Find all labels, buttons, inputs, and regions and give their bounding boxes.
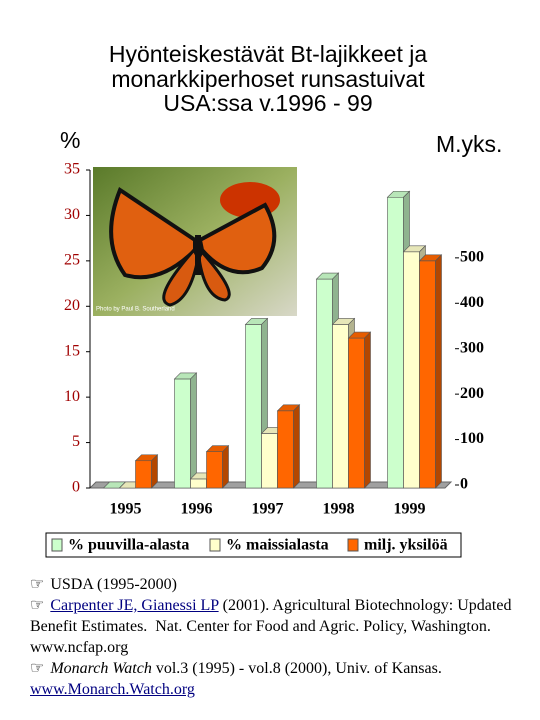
reference-text: USDA (1995-2000) <box>50 576 178 593</box>
bullet: ☞ <box>30 660 45 677</box>
y-tick-label: 20 <box>64 297 80 314</box>
reference-text: vol.3 (1995) - vol.8 (2000), Univ. of Ka… <box>151 660 446 677</box>
y-tick-label: 0 <box>72 479 80 496</box>
chart: Hyönteiskestävät Bt-lajikkeet ja monarkk… <box>45 41 502 558</box>
bar-side <box>293 404 300 489</box>
x-tick-label: 1999 <box>394 501 426 518</box>
bar-side <box>435 254 442 489</box>
bar <box>419 260 436 489</box>
reference-text: www.ncfap.org <box>30 639 129 656</box>
x-tick-label: 1995 <box>110 501 142 518</box>
reference: ☞ Monarch Watch vol.3 (1995) - vol.8 (200… <box>30 658 530 700</box>
bar <box>403 251 420 489</box>
legend: % puuvilla-alasta % maissialasta milj. yks… <box>45 532 462 558</box>
y2-axis-label: M.yks. <box>436 131 502 157</box>
bar-side <box>190 372 197 489</box>
y2-tick-label: 500 <box>460 249 484 266</box>
legend-swatch <box>51 538 63 552</box>
bar <box>206 451 223 489</box>
bar <box>245 324 262 489</box>
legend-box <box>45 532 462 558</box>
y-tick-label: 30 <box>64 206 80 223</box>
bar <box>174 378 191 489</box>
y-tick-label: 35 <box>64 161 80 178</box>
bar <box>348 337 365 489</box>
y-tick-label: 15 <box>64 342 80 359</box>
reference: ☞ Carpenter JE, Gianessi LP (2001). Agric… <box>30 595 530 658</box>
bar-side <box>151 454 158 489</box>
y-tick-label: 5 <box>72 433 80 450</box>
legend-swatch <box>209 538 221 552</box>
y-axis-label: % <box>60 127 80 153</box>
bar <box>277 410 294 489</box>
chart-title: monarkkiperhoset runsastuivat <box>111 66 425 92</box>
bullet: ☞ <box>30 597 45 614</box>
y2-tick-label: 300 <box>460 339 484 356</box>
legend-label: % maissialasta <box>226 537 329 554</box>
link[interactable]: Carpenter JE, Gianessi LP <box>50 597 219 614</box>
bar <box>261 433 278 489</box>
x-tick-label: 1997 <box>252 501 284 518</box>
y2-tick-label: 100 <box>460 430 484 447</box>
reference-text: Monarch Watch <box>50 660 152 677</box>
y-tick-label: 10 <box>64 388 80 405</box>
photo: Photo by Paul B. Southerland <box>93 167 297 316</box>
chart-title: USA:ssa v.1996 - 99 <box>163 90 372 116</box>
x-tick-label: 1998 <box>323 501 355 518</box>
bullet: ☞ <box>30 576 45 593</box>
legend-label: % puuvilla-alasta <box>68 537 189 554</box>
bar <box>135 460 152 489</box>
bar <box>190 478 207 489</box>
bar <box>332 324 349 489</box>
reference: ☞ USDA (1995-2000) <box>30 574 530 595</box>
chart-title: Hyönteiskestävät Bt-lajikkeet ja <box>109 41 428 67</box>
legend-swatch <box>347 538 359 552</box>
legend-label: milj. yksilöä <box>364 537 448 554</box>
y2-tick-label: 0 <box>460 476 468 493</box>
link[interactable]: www.Monarch.Watch.org <box>30 681 195 698</box>
bar-side <box>364 331 371 489</box>
y2-tick-label: 200 <box>460 385 484 402</box>
bar <box>387 196 404 489</box>
x-tick-label: 1996 <box>181 501 213 518</box>
bar <box>316 278 333 489</box>
y2-tick-label: 400 <box>460 294 484 311</box>
photo-credit: Photo by Paul B. Southerland <box>96 307 175 313</box>
references: ☞ USDA (1995-2000) ☞ Carpenter JE, Gianessi… <box>30 574 530 700</box>
bar-side <box>222 444 229 489</box>
y-tick-label: 25 <box>64 252 80 269</box>
reference-text: (2001). Agricultural Biotechnology: Upda… <box>30 597 523 635</box>
